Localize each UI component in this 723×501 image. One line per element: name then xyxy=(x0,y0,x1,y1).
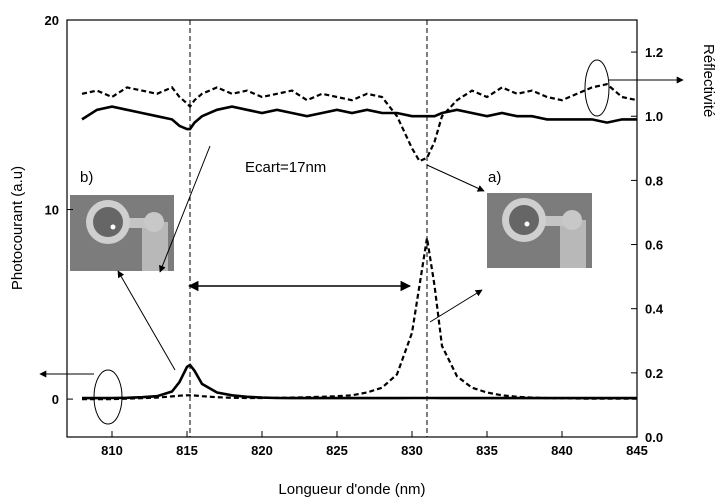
y2-tick-label: 1.0 xyxy=(645,109,663,124)
y2-tick-label: 0.6 xyxy=(645,238,663,253)
x-tick-label: 840 xyxy=(551,443,573,458)
x-axis-label: Longueur d'onde (nm) xyxy=(278,481,425,498)
y2-axis-label: Réflectivité xyxy=(700,44,717,117)
x-tick-label: 825 xyxy=(326,443,348,458)
annotation: Ecart=17nm xyxy=(245,159,326,176)
x-tick-label: 835 xyxy=(476,443,498,458)
series-line xyxy=(81,105,637,131)
x-tick-label: 810 xyxy=(101,443,123,458)
x-tick-label: 830 xyxy=(401,443,423,458)
y-tick-label: 20 xyxy=(45,13,59,28)
series-line xyxy=(82,237,637,401)
y2-tick-label: 0.8 xyxy=(645,173,663,188)
y-tick-label: 0 xyxy=(52,392,59,407)
annotation: a) xyxy=(488,169,501,186)
inset-b xyxy=(70,195,174,271)
plot-frame xyxy=(66,19,638,438)
y2-tick-label: 1.2 xyxy=(645,45,663,60)
series-line xyxy=(81,83,638,163)
annotation: b) xyxy=(80,169,93,186)
x-tick-label: 845 xyxy=(626,443,648,458)
y2-tick-label: 0.4 xyxy=(645,302,664,317)
x-tick-label: 820 xyxy=(251,443,273,458)
x-tick-label: 815 xyxy=(176,443,198,458)
y-tick-label: 10 xyxy=(45,203,59,218)
series-line xyxy=(82,363,637,400)
inset-a xyxy=(487,193,592,268)
y2-tick-label: 0.0 xyxy=(645,430,663,445)
y-axis-label: Photocourant (a.u) xyxy=(9,166,26,290)
y2-tick-label: 0.2 xyxy=(645,366,663,381)
